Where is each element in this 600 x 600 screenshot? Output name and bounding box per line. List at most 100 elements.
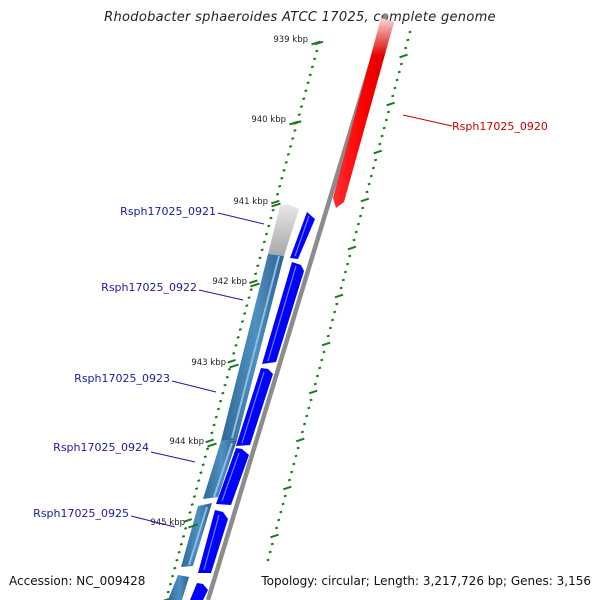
inner-minor-tick (225, 375, 229, 379)
label-leaders (130, 114, 453, 528)
outer-minor-tick (373, 149, 383, 155)
reverse-genes (168, 204, 299, 600)
gene-labels: Rsph17025_0920 Rsph17025_0921 Rsph17025_… (33, 120, 548, 520)
outer-minor-tick (302, 422, 307, 426)
gene-rsph17025-0920-fade (333, 18, 394, 208)
inner-minor-tick (271, 208, 275, 212)
inner-minor-tick (166, 590, 170, 594)
tick-label: 944 kbp (169, 437, 204, 447)
outer-minor-tick (270, 542, 274, 546)
forward-gene-3[interactable] (236, 368, 273, 446)
major-tick (311, 40, 321, 46)
inner-minor-tick (256, 264, 260, 268)
leader-0924 (150, 451, 196, 463)
inner-minor-tick (184, 527, 188, 530)
forward-gene-5[interactable] (198, 510, 228, 573)
inner-minor-tick (264, 232, 269, 236)
inner-minor-tick (240, 320, 245, 323)
gene-label-0921[interactable]: Rsph17025_0921 (120, 205, 216, 218)
inner-minor-tick (234, 343, 238, 347)
outer-minor-tick (365, 190, 369, 194)
inner-minor-tick (190, 503, 194, 506)
inner-minor-tick (284, 160, 288, 164)
inner-minor-tick (304, 89, 308, 93)
major-tick (188, 523, 198, 529)
forward-gene-4[interactable] (216, 448, 249, 505)
outer-minor-tick (322, 350, 326, 354)
major-tick (271, 202, 281, 208)
inner-minor-tick (181, 534, 186, 538)
inner-minor-tick (260, 248, 264, 252)
outer-minor-tick (313, 382, 317, 386)
inner-minor-tick (203, 455, 207, 459)
inner-minor-tick (306, 81, 310, 85)
leader-0920 (402, 114, 453, 127)
gene-label-0920[interactable]: Rsph17025_0920 (452, 120, 548, 133)
reverse-gene-4[interactable] (168, 575, 189, 600)
gene-label-0922[interactable]: Rsph17025_0922 (101, 281, 197, 294)
gene-label-0924[interactable]: Rsph17025_0924 (53, 441, 149, 454)
inner-minor-tick (205, 447, 210, 451)
outer-minor-tick (399, 62, 404, 66)
inner-minor-tick (214, 415, 218, 419)
outer-minor-tick (369, 174, 373, 178)
inner-minor-tick (227, 359, 236, 364)
outer-minor-tick (296, 446, 300, 450)
outer-minor-tick (347, 245, 357, 251)
major-tick (229, 363, 239, 369)
inner-minor-tick (188, 511, 192, 514)
gene-label-0925[interactable]: Rsph17025_0925 (33, 507, 129, 520)
outer-minor-tick (300, 430, 305, 434)
outer-minor-tick (404, 46, 408, 50)
inner-minor-tick (293, 129, 297, 132)
outer-minor-tick (341, 278, 345, 282)
outer-minor-tick (393, 86, 397, 90)
inner-minor-tick (313, 57, 317, 61)
reverse-gene-highlight (188, 255, 280, 566)
outer-minor-tick (330, 318, 335, 322)
major-tick (250, 282, 260, 288)
outer-minor-tick (308, 389, 318, 395)
inner-minor-tick (210, 431, 214, 435)
inner-minor-tick (219, 399, 223, 403)
outer-minor-tick (358, 214, 363, 218)
tick-label: 942 kbp (212, 277, 247, 287)
outer-minor-tick (321, 341, 331, 347)
inner-minor-tick (216, 407, 221, 411)
outer-minor-tick (343, 270, 348, 274)
forward-gene-6[interactable] (190, 583, 208, 600)
outer-minor-tick (352, 238, 356, 242)
inner-minor-tick (299, 105, 304, 109)
inner-minor-tick (302, 97, 306, 101)
major-tick (207, 442, 217, 448)
inner-minor-tick (269, 216, 273, 220)
outer-minor-tick (391, 94, 395, 98)
outer-minor-tick (268, 550, 272, 554)
tick-label: 945 kbp (150, 518, 185, 528)
inner-minor-tick (258, 256, 262, 260)
inner-minor-tick (278, 184, 282, 188)
outer-minor-tick (367, 182, 371, 186)
forward-genes (190, 212, 315, 600)
outer-minor-tick (333, 310, 337, 314)
forward-gene-2[interactable] (262, 262, 304, 364)
outer-minor-tick (378, 142, 382, 146)
inner-minor-tick (254, 272, 258, 276)
inner-minor-tick (243, 312, 247, 315)
leader-0925 (130, 515, 176, 528)
inner-minor-tick (247, 296, 251, 300)
inner-minor-tick (286, 153, 291, 156)
major-ticks: 939 kbp 940 kbp 941 kbp 942 kbp 943 kbp 944 k… (150, 35, 321, 529)
outer-minor-tick (307, 406, 311, 410)
inner-minor-tick (205, 438, 215, 444)
inner-minor-tick (173, 566, 177, 570)
gene-label-0923[interactable]: Rsph17025_0923 (74, 372, 170, 385)
inner-minor-ticks (162, 40, 324, 600)
reverse-gene-0921-top[interactable] (268, 204, 299, 256)
outer-minor-tick (281, 502, 285, 506)
inner-minor-tick (199, 471, 203, 475)
leader-0921 (217, 212, 265, 225)
outer-minor-tick (371, 166, 376, 170)
